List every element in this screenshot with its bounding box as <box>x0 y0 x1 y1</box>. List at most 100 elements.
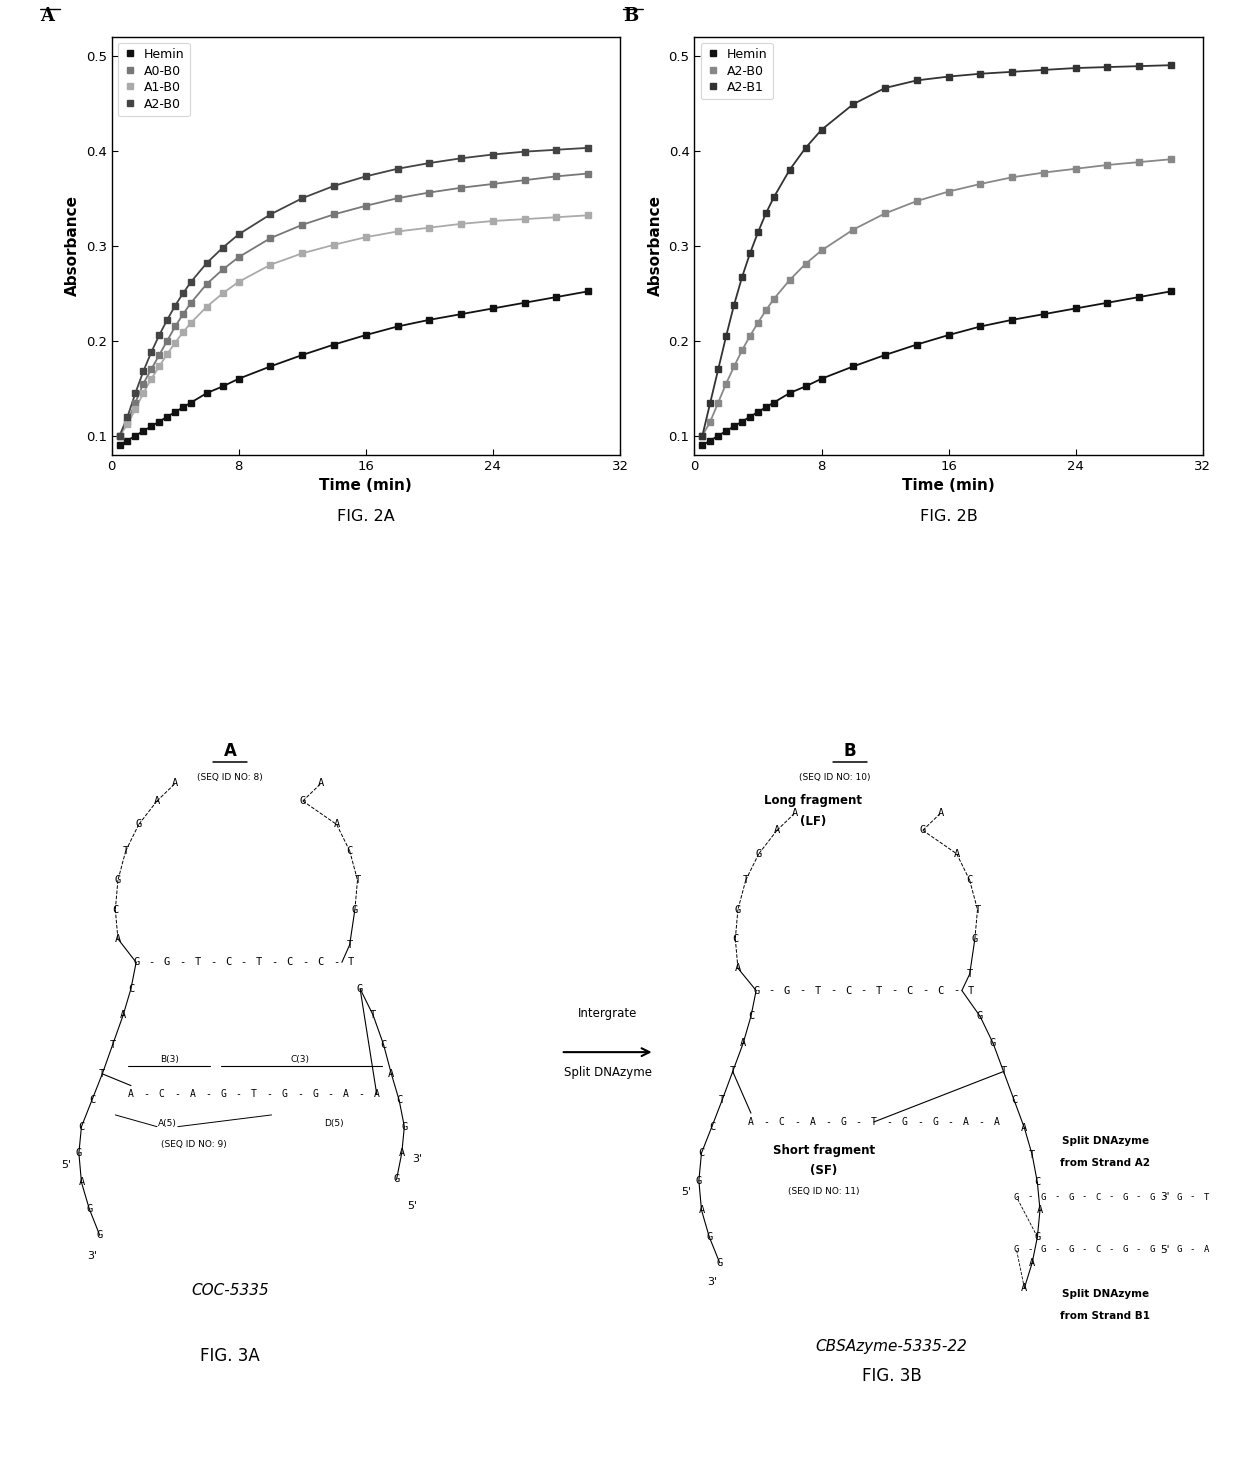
Text: -: - <box>241 958 247 967</box>
Text: C(3): C(3) <box>290 1055 310 1064</box>
A0-B0 <box>231 248 246 266</box>
Text: A: A <box>190 1090 196 1099</box>
Line: A2-B0: A2-B0 <box>117 145 591 439</box>
Hemin <box>391 318 405 336</box>
A1-B0 <box>216 285 231 302</box>
Text: G: G <box>1034 1232 1040 1243</box>
Text: Intergrate: Intergrate <box>578 1006 637 1020</box>
A2-B0 <box>941 183 956 201</box>
Text: -: - <box>1190 1245 1195 1254</box>
A0-B0 <box>128 393 143 411</box>
A2-B0 <box>750 314 765 332</box>
Text: G: G <box>990 1039 996 1049</box>
A0-B0 <box>112 427 126 445</box>
A2-B0 <box>358 167 373 185</box>
Text: G: G <box>1149 1245 1154 1254</box>
Text: C: C <box>937 986 944 996</box>
Line: A2-B0: A2-B0 <box>699 156 1174 439</box>
Text: (SF): (SF) <box>810 1165 837 1177</box>
A2-B1 <box>1069 59 1084 76</box>
Hemin <box>766 393 781 411</box>
A0-B0 <box>485 175 500 192</box>
Text: C: C <box>346 846 353 855</box>
A0-B0 <box>295 216 310 233</box>
A1-B0 <box>549 208 564 226</box>
Text: -: - <box>769 986 775 996</box>
Hemin <box>878 346 893 364</box>
Hemin <box>128 427 143 445</box>
A2-B0 <box>580 139 595 157</box>
Text: -: - <box>1163 1245 1168 1254</box>
Text: G: G <box>1122 1193 1127 1201</box>
Text: A: A <box>343 1090 348 1099</box>
Text: Split DNAzyme: Split DNAzyme <box>1061 1289 1148 1298</box>
A2-B1 <box>759 204 774 222</box>
A2-B0 <box>815 242 830 260</box>
A2-B1 <box>694 427 709 445</box>
Text: D(5): D(5) <box>324 1119 343 1128</box>
Text: T: T <box>743 876 749 885</box>
A1-B0 <box>263 255 278 273</box>
Text: G: G <box>841 1116 846 1127</box>
Text: A: A <box>172 779 179 788</box>
A2-B0 <box>711 393 725 411</box>
Hemin <box>1100 293 1115 311</box>
A1-B0 <box>200 298 215 315</box>
Text: G: G <box>920 826 926 835</box>
A2-B0 <box>1100 156 1115 173</box>
Text: T: T <box>109 1040 115 1049</box>
A2-B0 <box>703 412 718 430</box>
A1-B0 <box>160 345 175 362</box>
A2-B0 <box>216 239 231 257</box>
Text: C: C <box>381 1040 387 1049</box>
Text: -: - <box>923 986 929 996</box>
Text: G: G <box>977 1011 983 1021</box>
Text: A: A <box>1029 1257 1035 1267</box>
A2-B0 <box>759 302 774 320</box>
Text: C: C <box>732 934 739 943</box>
Hemin <box>167 403 182 421</box>
Text: A: A <box>698 1204 704 1215</box>
Text: G: G <box>1040 1193 1047 1201</box>
A2-B0 <box>782 271 797 289</box>
A1-B0 <box>326 236 341 254</box>
Text: T: T <box>355 876 361 885</box>
A0-B0 <box>454 179 469 197</box>
Text: -: - <box>799 986 805 996</box>
Text: A: A <box>1204 1245 1209 1254</box>
A2-B0 <box>694 427 709 445</box>
Line: A0-B0: A0-B0 <box>117 170 591 439</box>
A0-B0 <box>167 318 182 336</box>
Text: T: T <box>1029 1150 1035 1160</box>
Text: from Strand B1: from Strand B1 <box>1060 1310 1149 1320</box>
Hemin <box>734 412 749 430</box>
Hemin <box>358 326 373 343</box>
Text: G: G <box>784 986 790 996</box>
Text: A: A <box>1022 1122 1028 1133</box>
Text: C: C <box>1095 1193 1100 1201</box>
Text: C: C <box>698 1149 704 1157</box>
A2-B0 <box>454 150 469 167</box>
Text: -: - <box>1136 1245 1141 1254</box>
A2-B1 <box>703 393 718 411</box>
Hemin <box>703 431 718 449</box>
Text: B: B <box>624 7 639 25</box>
Text: G: G <box>735 905 742 914</box>
Text: G: G <box>281 1090 288 1099</box>
Hemin <box>1037 305 1052 323</box>
A2-B0 <box>144 343 159 361</box>
A2-B0 <box>326 178 341 195</box>
A1-B0 <box>120 415 135 433</box>
Text: FIG. 3A: FIG. 3A <box>200 1347 259 1364</box>
Text: -: - <box>174 1090 180 1099</box>
Text: G: G <box>300 797 306 805</box>
Text: (LF): (LF) <box>800 816 827 827</box>
A2-B0 <box>120 408 135 425</box>
A1-B0 <box>580 207 595 224</box>
Text: T: T <box>348 958 355 967</box>
Text: (SEQ ID NO: 9): (SEQ ID NO: 9) <box>160 1140 227 1149</box>
Text: -: - <box>947 1116 954 1127</box>
Text: T: T <box>1001 1067 1007 1077</box>
Text: -: - <box>327 1090 334 1099</box>
A1-B0 <box>167 334 182 352</box>
